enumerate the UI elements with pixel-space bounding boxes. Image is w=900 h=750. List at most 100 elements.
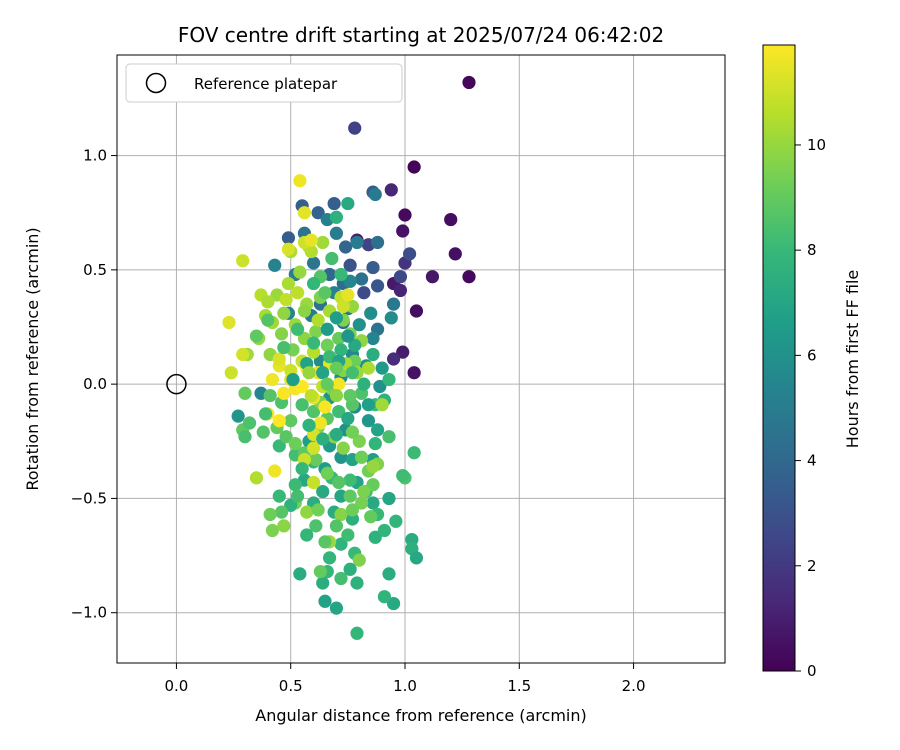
data-point — [304, 233, 318, 247]
data-point — [238, 430, 252, 444]
data-point — [368, 530, 382, 544]
data-point — [281, 242, 296, 256]
data-point — [277, 340, 291, 355]
data-point — [396, 224, 410, 238]
data-point — [306, 475, 321, 490]
data-point — [302, 418, 316, 432]
data-point — [345, 366, 360, 380]
data-point — [407, 366, 421, 380]
x-tick-label: 0.5 — [279, 677, 303, 695]
data-point — [341, 288, 355, 302]
data-point — [277, 519, 291, 533]
data-point — [288, 478, 302, 492]
colorbar-tick-label: 4 — [807, 452, 817, 470]
y-tick-label: 1.0 — [83, 147, 107, 165]
legend-hollow-circle-marker — [145, 72, 167, 94]
x-tick-label: 1.5 — [507, 677, 531, 695]
data-points — [222, 75, 476, 640]
data-point — [382, 430, 396, 444]
data-point — [306, 336, 321, 350]
data-point — [290, 489, 305, 503]
data-point — [309, 519, 323, 533]
data-point — [242, 416, 257, 430]
data-point — [350, 626, 364, 640]
data-point — [343, 562, 357, 576]
data-point — [256, 425, 270, 439]
data-point — [316, 366, 330, 380]
data-point — [306, 256, 321, 270]
data-point — [329, 427, 344, 442]
data-point — [350, 235, 364, 250]
data-point — [384, 183, 398, 197]
data-point — [382, 491, 396, 506]
data-point — [320, 338, 334, 352]
data-point — [336, 299, 350, 314]
data-point — [366, 331, 380, 346]
data-point — [268, 464, 282, 478]
colorbar-tick-label: 10 — [807, 136, 826, 154]
data-point — [409, 304, 424, 318]
data-point — [274, 327, 289, 341]
chart-title: FOV centre drift starting at 2025/07/24 … — [178, 23, 664, 47]
data-point — [236, 254, 250, 268]
data-point — [329, 311, 344, 325]
data-point — [370, 235, 385, 250]
data-point — [343, 489, 357, 503]
data-point — [364, 306, 378, 320]
data-point — [263, 388, 277, 403]
data-point — [258, 407, 273, 421]
data-point — [341, 411, 355, 426]
data-point — [341, 196, 355, 211]
colorbar — [762, 44, 796, 672]
data-point — [357, 484, 371, 499]
data-point — [318, 594, 332, 608]
data-point — [332, 404, 346, 419]
data-point — [320, 466, 334, 480]
data-point — [297, 206, 312, 220]
x-tick-label: 0.0 — [164, 677, 188, 695]
data-point — [375, 361, 389, 375]
data-point — [393, 270, 408, 284]
data-point — [284, 498, 298, 512]
data-point — [286, 372, 300, 387]
data-point — [405, 532, 419, 547]
data-point — [370, 423, 385, 437]
data-point — [357, 286, 371, 300]
data-point — [393, 283, 408, 298]
data-point — [300, 505, 314, 519]
colorbar-label: Hours from first FF file — [843, 270, 862, 449]
data-point — [382, 372, 396, 387]
colorbar-tick-label: 2 — [807, 557, 817, 575]
data-point — [366, 496, 380, 510]
data-point — [462, 75, 476, 90]
data-point — [279, 292, 293, 307]
data-point — [354, 450, 369, 464]
data-point — [320, 377, 334, 391]
data-point — [348, 121, 362, 135]
data-point — [334, 343, 348, 357]
data-point — [316, 576, 330, 590]
data-point — [302, 366, 316, 380]
data-point — [322, 551, 337, 565]
data-point — [306, 404, 321, 419]
data-point — [407, 160, 421, 174]
data-point — [236, 347, 250, 362]
data-point — [311, 503, 325, 517]
data-point — [311, 313, 325, 327]
x-tick-label: 2.0 — [622, 677, 646, 695]
grid-lines — [117, 55, 725, 663]
data-point — [318, 400, 332, 414]
colorbar-tick-label: 0 — [807, 662, 817, 680]
data-point — [300, 528, 314, 542]
data-point — [268, 258, 282, 272]
data-point — [332, 475, 346, 490]
data-point — [343, 388, 357, 403]
data-point — [361, 414, 376, 428]
data-point — [377, 523, 392, 538]
data-point — [329, 519, 344, 533]
data-point — [261, 295, 275, 309]
data-point — [352, 553, 366, 567]
data-point — [368, 187, 382, 202]
